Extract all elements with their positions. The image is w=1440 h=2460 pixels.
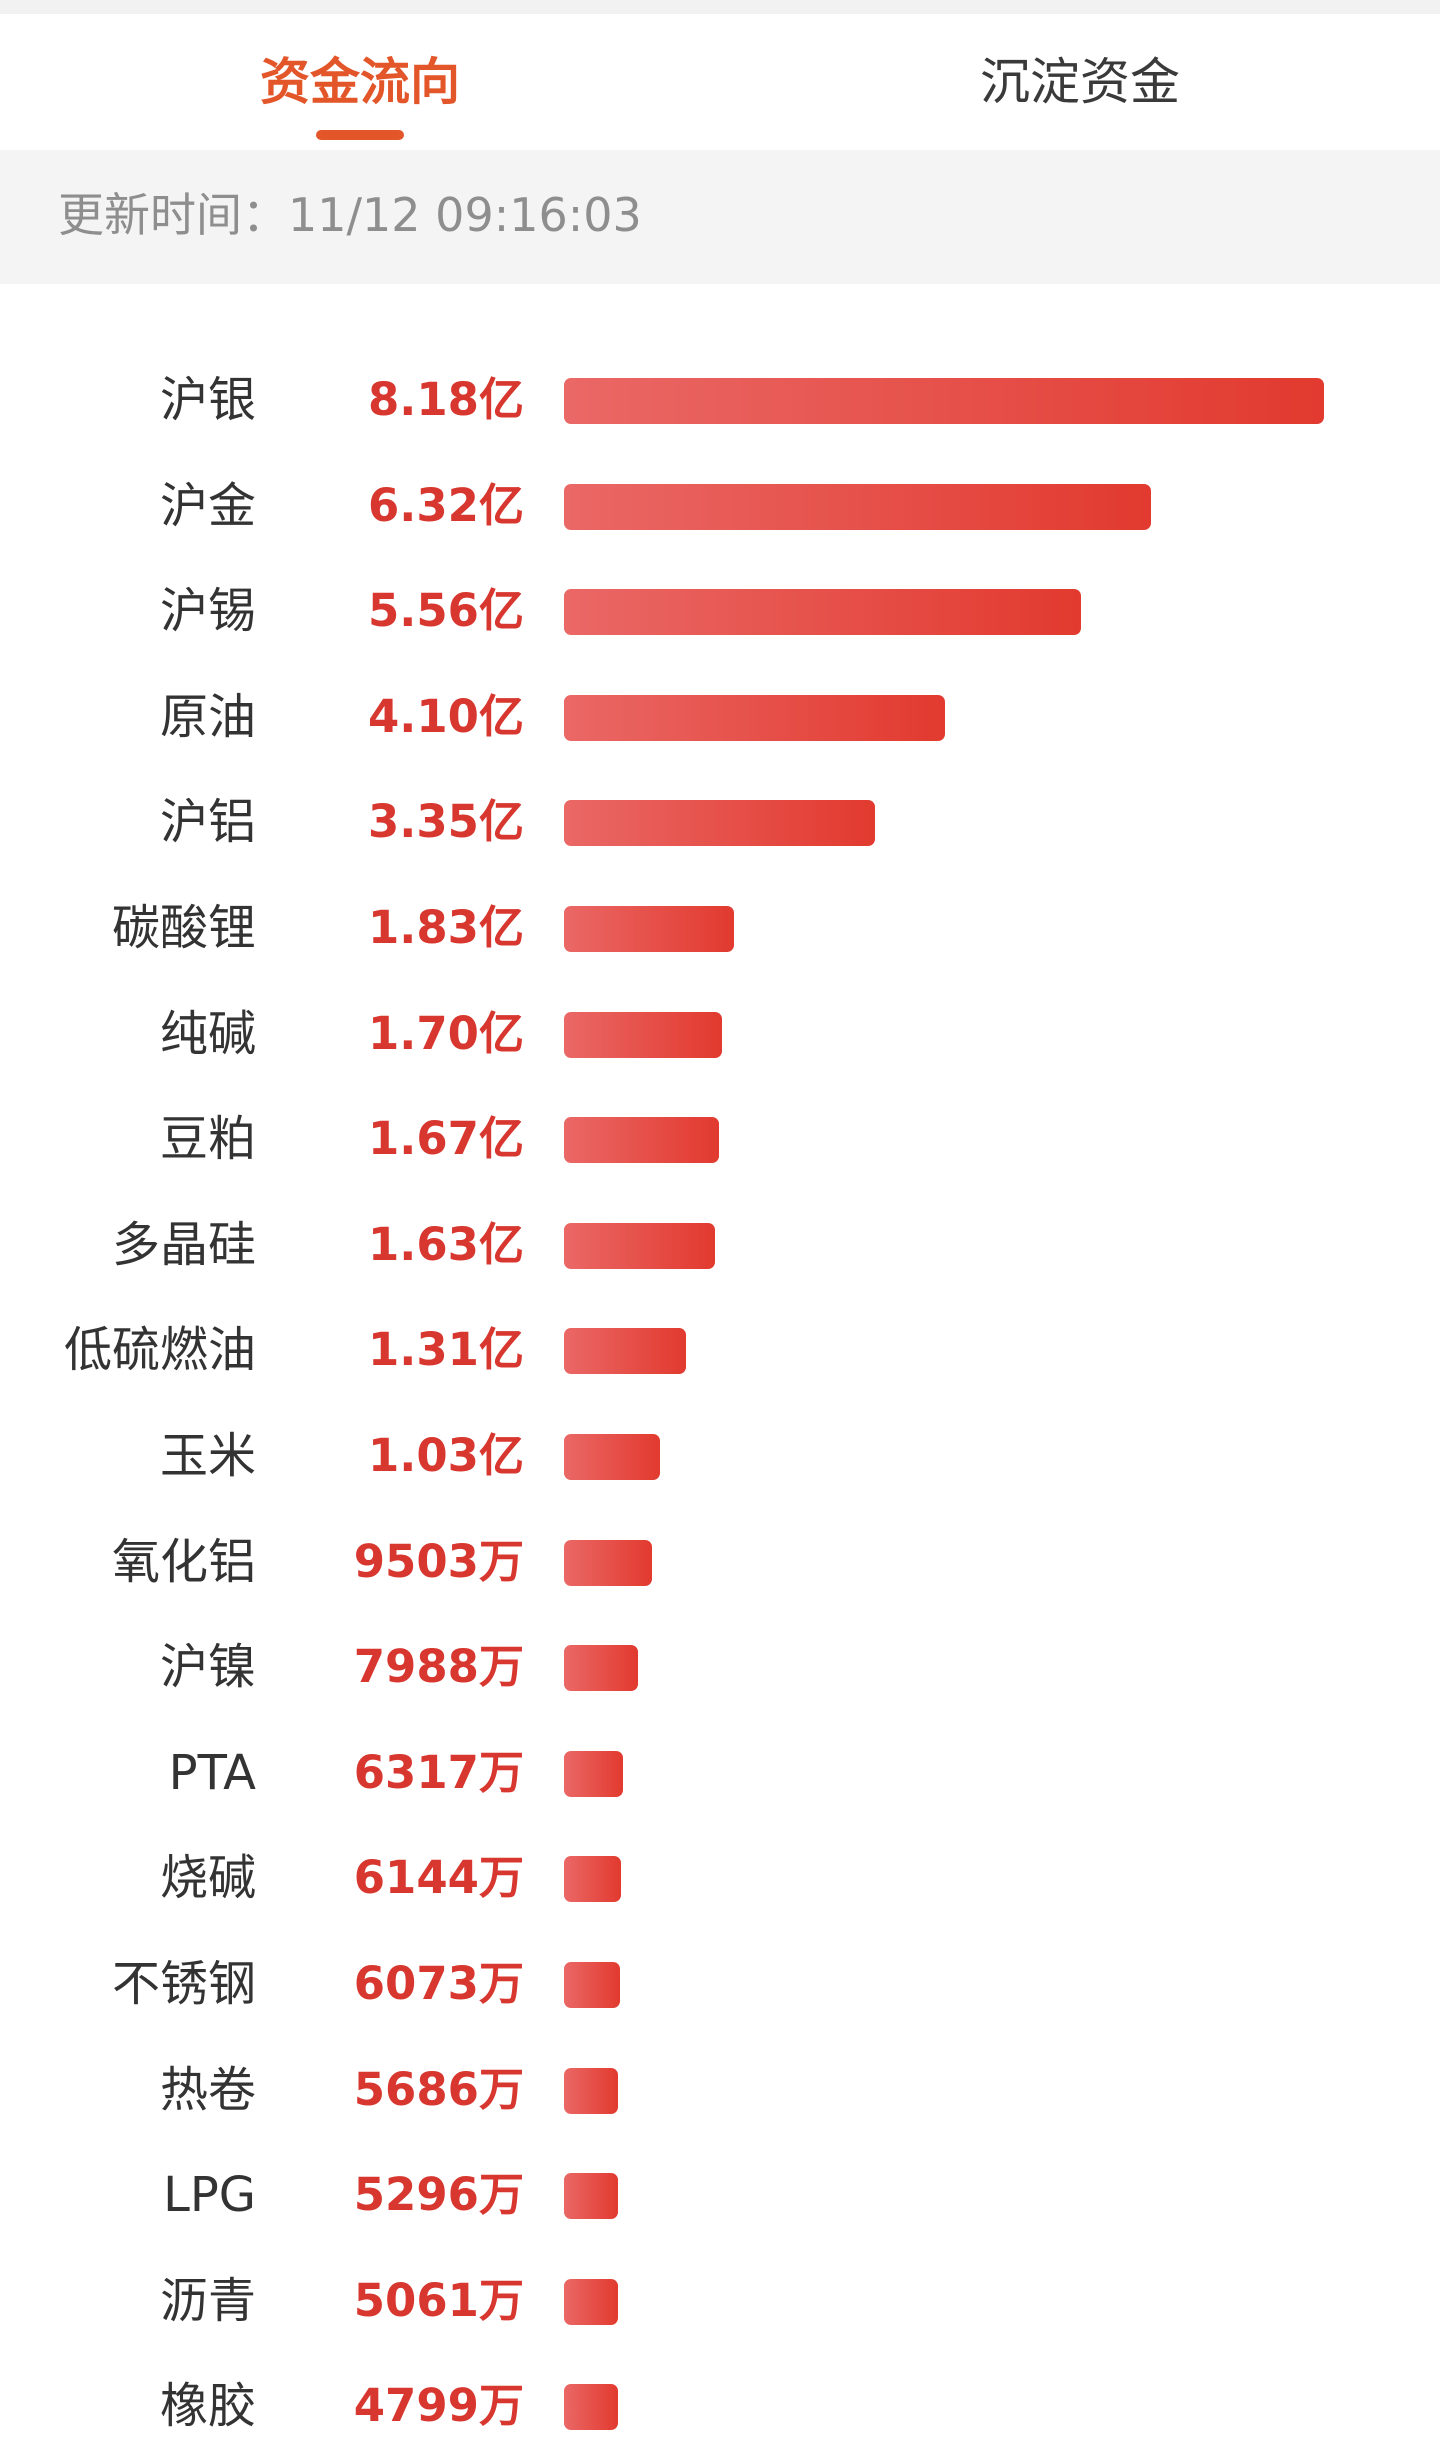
bar — [564, 483, 1152, 530]
active-tab-indicator — [316, 130, 404, 140]
value-label: 6317万 — [353, 1745, 524, 1799]
bar — [564, 1645, 639, 1692]
category-label: 沥青 — [159, 2272, 256, 2329]
category-label: 豆粕 — [159, 1111, 256, 1168]
category-label: 多晶硅 — [111, 1216, 256, 1273]
bar — [564, 1434, 660, 1480]
bar — [564, 2173, 618, 2220]
category-label: 碳酸锂 — [111, 900, 256, 956]
bar — [564, 1962, 621, 2008]
chart-row[interactable]: 多晶硅 1.63亿 — [0, 1193, 1440, 1299]
category-label: 不锈钢 — [111, 1956, 256, 2012]
value-label: 1.70亿 — [367, 1006, 524, 1060]
bar — [564, 589, 1081, 636]
bar — [564, 1856, 622, 1903]
bar — [564, 1328, 686, 1375]
chart-row[interactable]: LPG 5296万 — [0, 2143, 1440, 2249]
value-label: 1.63亿 — [367, 1217, 524, 1271]
bar — [564, 2067, 618, 2114]
value-label: 5296万 — [353, 2168, 524, 2222]
update-time-bar: 更新时间：11/12 09:16:03 — [0, 150, 1440, 284]
chart-row[interactable]: 橡胶 4799万 — [0, 2354, 1440, 2460]
bar — [564, 2384, 618, 2431]
category-label: 热卷 — [159, 2061, 256, 2118]
chart-row[interactable]: 沥青 5061万 — [0, 2249, 1440, 2355]
chart-row[interactable]: 沪金 6.32亿 — [0, 454, 1440, 560]
value-label: 5061万 — [353, 2273, 524, 2327]
category-label: PTA — [168, 1744, 256, 1801]
chart-row[interactable]: 玉米 1.03亿 — [0, 1404, 1440, 1510]
value-label: 1.67亿 — [367, 1112, 524, 1166]
category-label: LPG — [163, 2167, 256, 2224]
category-label: 橡胶 — [159, 2378, 256, 2435]
chart-row[interactable]: 热卷 5686万 — [0, 2038, 1440, 2144]
category-label: 纯碱 — [159, 1005, 256, 1062]
tab-fund-flow[interactable]: 资金流向 — [260, 53, 460, 111]
category-label: 原油 — [159, 688, 256, 745]
tab-bar: 资金流向 沉淀资金 — [0, 14, 1440, 150]
bar — [564, 1750, 623, 1797]
value-label: 4799万 — [353, 2379, 524, 2433]
top-strip — [0, 0, 1440, 14]
value-label: 5686万 — [353, 2062, 524, 2116]
fund-flow-bar-chart: 沪银 8.18亿沪金 6.32亿沪锡 5.56亿原油 4.10亿沪铝 3.35亿碳酸锂 1.… — [0, 284, 1440, 2453]
chart-row[interactable]: 沪锡 5.56亿 — [0, 559, 1440, 665]
chart-row[interactable]: 不锈钢 6073万 — [0, 1932, 1440, 2038]
value-label: 1.03亿 — [367, 1429, 524, 1482]
category-label: 氧化铝 — [111, 1533, 256, 1590]
bar — [564, 2278, 618, 2325]
bar — [564, 906, 735, 952]
chart-row[interactable]: 氧化铝 9503万 — [0, 1510, 1440, 1616]
chart-row[interactable]: 纯碱 1.70亿 — [0, 982, 1440, 1088]
category-label: 沪银 — [159, 372, 256, 428]
bar — [564, 378, 1324, 424]
update-time-text: 更新时间：11/12 09:16:03 — [58, 188, 642, 242]
chart-row[interactable]: 沪银 8.18亿 — [0, 348, 1440, 454]
value-label: 6.32亿 — [367, 478, 524, 532]
chart-row[interactable]: 原油 4.10亿 — [0, 665, 1440, 771]
category-label: 沪锡 — [159, 583, 256, 640]
value-label: 6144万 — [353, 1851, 524, 1905]
category-label: 低硫燃油 — [63, 1322, 256, 1379]
category-label: 沪镍 — [159, 1639, 256, 1696]
value-label: 1.83亿 — [367, 901, 524, 954]
chart-row[interactable]: PTA 6317万 — [0, 1721, 1440, 1827]
chart-row[interactable]: 低硫燃油 1.31亿 — [0, 1298, 1440, 1404]
tab-settled-funds[interactable]: 沉淀资金 — [980, 53, 1180, 111]
bar — [564, 1117, 720, 1164]
value-label: 4.10亿 — [367, 689, 524, 743]
chart-row[interactable]: 沪镍 7988万 — [0, 1615, 1440, 1721]
category-label: 沪金 — [159, 477, 256, 534]
value-label: 3.35亿 — [367, 795, 524, 849]
value-label: 7988万 — [353, 1640, 524, 1694]
category-label: 烧碱 — [159, 1850, 256, 1907]
value-label: 6073万 — [353, 1957, 524, 2010]
value-label: 1.31亿 — [367, 1323, 524, 1377]
chart-row[interactable]: 沪铝 3.35亿 — [0, 770, 1440, 876]
bar — [564, 800, 876, 847]
value-label: 9503万 — [353, 1534, 524, 1588]
chart-row[interactable]: 豆粕 1.67亿 — [0, 1087, 1440, 1193]
category-label: 沪铝 — [159, 794, 256, 851]
bar — [564, 1222, 716, 1269]
bar — [564, 1011, 722, 1058]
value-label: 8.18亿 — [367, 373, 524, 426]
chart-row[interactable]: 碳酸锂 1.83亿 — [0, 876, 1440, 982]
value-label: 5.56亿 — [367, 584, 524, 638]
chart-row[interactable]: 烧碱 6144万 — [0, 1826, 1440, 1932]
bar — [564, 1539, 653, 1586]
bar — [564, 694, 945, 741]
category-label: 玉米 — [159, 1428, 256, 1484]
